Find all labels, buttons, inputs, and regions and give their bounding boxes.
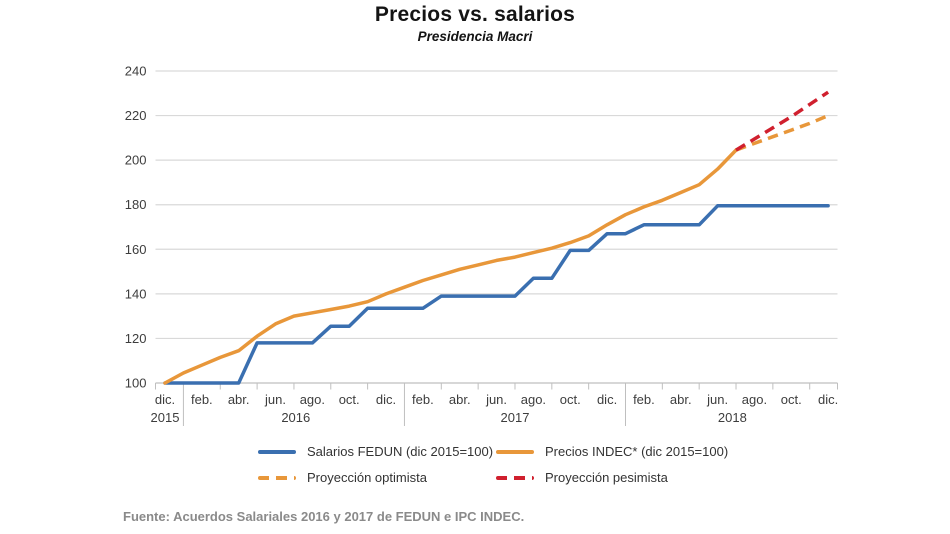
source-note: Fuente: Acuerdos Salariales 2016 y 2017 … [123,509,525,524]
x-tick-label: abr. [670,392,692,407]
page-subtitle: Presidencia Macri [417,29,533,44]
legend-label-precios: Precios INDEC* (dic 2015=100) [545,444,729,459]
legend-label-proyeccion-pesimista: Proyección pesimista [545,470,668,485]
x-tick-label: jun. [706,392,728,407]
x-tick-label: jun. [264,392,286,407]
x-tick-label: oct. [781,392,802,407]
legend-item-proyeccion-pesimista: Proyección pesimista [496,469,668,486]
legend-swatch-precios [496,449,534,454]
x-tick-label: ago. [742,392,767,407]
x-tick-label: dic. [597,392,617,407]
legend-swatch-proyeccion-optimista [258,475,296,480]
series-line-0 [163,204,830,385]
x-tick-label: jun. [485,392,507,407]
year-label: 2018 [718,410,747,425]
page-title: Precios vs. salarios [374,3,576,26]
x-tick-label: feb. [633,392,655,407]
y-tick-label: 140 [125,286,147,301]
x-tick-label: dic. [818,392,838,407]
legend-label-salarios: Salarios FEDUN (dic 2015=100) [307,444,494,459]
legend-swatch-salarios [258,449,296,454]
legend-item-precios: Precios INDEC* (dic 2015=100) [496,443,728,460]
x-tick-label: ago. [521,392,546,407]
y-tick-label: 200 [125,153,147,168]
legend-swatch-proyeccion-pesimista [496,475,534,480]
y-tick-label: 180 [125,197,147,212]
legend-label-proyeccion-optimista: Proyección optimista [307,470,427,485]
y-tick-label: 240 [125,64,147,79]
y-tick-label: 120 [125,331,147,346]
x-tick-label: oct. [560,392,581,407]
year-label: 2017 [501,410,530,425]
legend-item-salarios: Salarios FEDUN (dic 2015=100) [258,443,493,460]
x-tick-label: oct. [339,392,360,407]
x-tick-label: dic. [376,392,396,407]
year-label: 2015 [151,410,180,425]
x-tick-label: ago. [300,392,325,407]
y-tick-label: 100 [125,376,147,391]
line-chart: 240 220 200 180 160 140 120 100 dic. feb. abr. jun.… [125,64,838,426]
x-tick-label: feb. [412,392,434,407]
series-line-3 [735,90,830,152]
x-tick-label: dic. [155,392,175,407]
series-line-1 [163,148,738,385]
x-tick-label: abr. [228,392,250,407]
x-tick-label: abr. [449,392,471,407]
y-tick-label: 220 [125,108,147,123]
x-tick-label: feb. [191,392,213,407]
legend-item-proyeccion-optimista: Proyección optimista [258,469,427,486]
year-label: 2016 [281,410,310,425]
y-tick-label: 160 [125,242,147,257]
